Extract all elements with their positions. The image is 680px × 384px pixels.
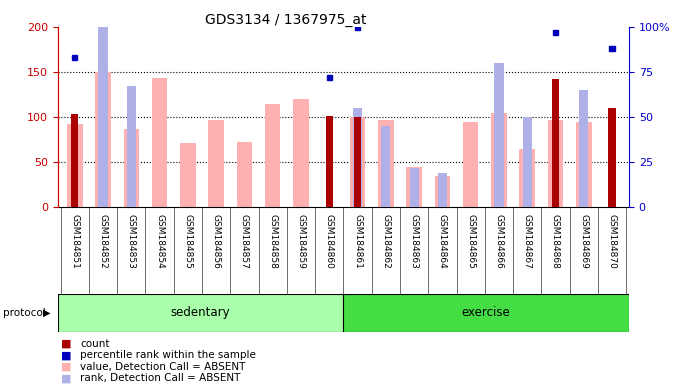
Bar [409, 168, 419, 207]
Text: GSM184853: GSM184853 [127, 214, 136, 269]
Bar [353, 108, 362, 207]
Text: value, Detection Call = ABSENT: value, Detection Call = ABSENT [80, 362, 245, 372]
Text: GSM184863: GSM184863 [409, 214, 419, 269]
Bar [381, 126, 390, 207]
Text: GSM184852: GSM184852 [99, 214, 107, 269]
Bar [579, 90, 588, 207]
Text: count: count [80, 339, 109, 349]
Text: percentile rank within the sample: percentile rank within the sample [80, 350, 256, 360]
Bar [520, 149, 535, 207]
Text: protocol: protocol [3, 308, 46, 318]
Text: GSM184867: GSM184867 [523, 214, 532, 269]
Text: GSM184864: GSM184864 [438, 214, 447, 269]
Text: GSM184865: GSM184865 [466, 214, 475, 269]
Text: GSM184851: GSM184851 [70, 214, 80, 269]
Text: GSM184866: GSM184866 [494, 214, 503, 269]
Bar [463, 122, 479, 207]
Bar [354, 117, 361, 207]
Text: ■: ■ [61, 339, 71, 349]
Text: GSM184855: GSM184855 [184, 214, 192, 269]
Text: ■: ■ [61, 373, 71, 383]
Bar [355, 24, 360, 30]
Bar [435, 176, 450, 207]
Bar [95, 72, 111, 207]
Bar [126, 86, 136, 207]
Text: GSM184859: GSM184859 [296, 214, 305, 269]
Bar [152, 78, 167, 207]
Bar [326, 116, 333, 207]
Bar [609, 108, 615, 207]
Bar [609, 46, 615, 51]
Bar [58, 294, 343, 332]
Text: GSM184870: GSM184870 [607, 214, 617, 269]
Bar [72, 55, 78, 60]
Text: rank, Detection Call = ABSENT: rank, Detection Call = ABSENT [80, 373, 241, 383]
Text: GSM184856: GSM184856 [211, 214, 220, 269]
Bar [350, 117, 365, 207]
Text: sedentary: sedentary [171, 306, 231, 319]
Text: GSM184858: GSM184858 [268, 214, 277, 269]
Bar [407, 167, 422, 207]
Bar [180, 143, 196, 207]
Text: exercise: exercise [462, 306, 511, 319]
Bar [67, 124, 82, 207]
Bar [237, 142, 252, 207]
Text: GSM184857: GSM184857 [240, 214, 249, 269]
Text: ■: ■ [61, 350, 71, 360]
Bar [343, 294, 629, 332]
Bar [265, 104, 280, 207]
Bar [99, 27, 107, 207]
Text: GSM184860: GSM184860 [325, 214, 334, 269]
Bar [124, 129, 139, 207]
Bar [293, 99, 309, 207]
Text: ■: ■ [61, 362, 71, 372]
Text: GDS3134 / 1367975_at: GDS3134 / 1367975_at [205, 13, 367, 27]
Bar [576, 122, 592, 207]
Bar [553, 30, 558, 35]
Bar [208, 120, 224, 207]
Bar [157, 19, 162, 24]
Text: GSM184862: GSM184862 [381, 214, 390, 269]
Bar [523, 117, 532, 207]
Bar [494, 63, 503, 207]
Bar [547, 120, 563, 207]
Text: ▶: ▶ [42, 308, 50, 318]
Bar [491, 113, 507, 207]
Text: GSM184869: GSM184869 [579, 214, 588, 269]
Bar [378, 120, 394, 207]
Bar [438, 173, 447, 207]
Text: GSM184868: GSM184868 [551, 214, 560, 269]
Bar [552, 79, 559, 207]
Bar [71, 114, 78, 207]
Text: GSM184854: GSM184854 [155, 214, 164, 269]
Bar [326, 75, 332, 80]
Text: GSM184861: GSM184861 [353, 214, 362, 269]
